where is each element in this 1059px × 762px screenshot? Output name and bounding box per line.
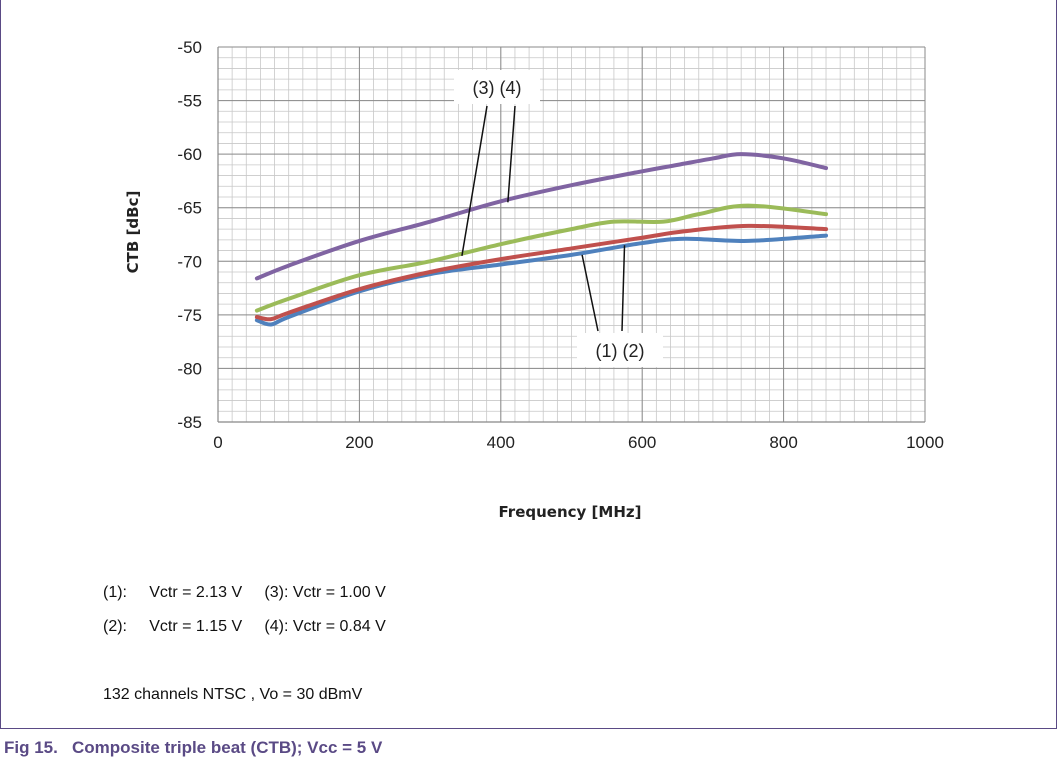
y-tick-label: -80: [177, 359, 202, 378]
annotation-leader-line: [461, 105, 488, 257]
y-tick-label: -55: [177, 92, 202, 111]
series-line-3: [254, 203, 829, 313]
x-tick-label: 200: [345, 433, 373, 452]
chart-annotations: (3) (4) (1) (2): [454, 70, 663, 367]
annotation-leader-line: [581, 254, 599, 332]
series-line-4: [254, 152, 829, 281]
y-axis-label: CTB [dBc]: [124, 191, 142, 274]
x-tick-label: 600: [628, 433, 656, 452]
y-tick-label: -85: [177, 413, 202, 432]
ctb-chart: -50 -55 -60 -65 -70 -75 -80 -85 0 200 400 600 800 100…: [124, 38, 944, 521]
series-line-1: [254, 233, 829, 327]
annotation-group: (1) (2): [577, 245, 663, 367]
annotation-label: (1) (2): [596, 341, 645, 361]
y-tick-label: -70: [177, 252, 202, 271]
y-tick-label: -50: [177, 38, 202, 57]
y-tick-label: -65: [177, 199, 202, 218]
chart-grid: [217, 46, 926, 423]
y-tick-label: -75: [177, 306, 202, 325]
chart-series: [254, 152, 829, 327]
y-tick-label: -60: [177, 145, 202, 164]
x-tick-label: 1000: [906, 433, 944, 452]
x-tick-label: 400: [487, 433, 515, 452]
x-tick-label: 800: [769, 433, 797, 452]
figure-caption: Fig 15. Composite triple beat (CTB); Vcc…: [4, 738, 383, 757]
legend-note-line-1: (1): Vctr = 2.13 V (3): Vctr = 1.00 V: [103, 584, 386, 601]
annotation-leader-line: [621, 245, 626, 332]
x-tick-label: 0: [213, 433, 222, 452]
figure-frame: [0, 0, 1057, 729]
annotation-label-bg: [577, 333, 663, 367]
annotation-group: (3) (4): [454, 70, 540, 257]
annotation-label-bg: [454, 70, 540, 104]
x-axis-label: Frequency [MHz]: [499, 503, 642, 521]
series-line-2: [254, 223, 829, 322]
annotation-leader-line: [507, 105, 516, 203]
annotation-label: (3) (4): [473, 78, 522, 98]
conditions-note: 132 channels NTSC , Vo = 30 dBmV: [103, 686, 363, 703]
chart-axes: -50 -55 -60 -65 -70 -75 -80 -85 0 200 400 600 800 100…: [177, 38, 943, 452]
legend-note-line-2: (2): Vctr = 1.15 V (4): Vctr = 0.84 V: [103, 618, 386, 635]
